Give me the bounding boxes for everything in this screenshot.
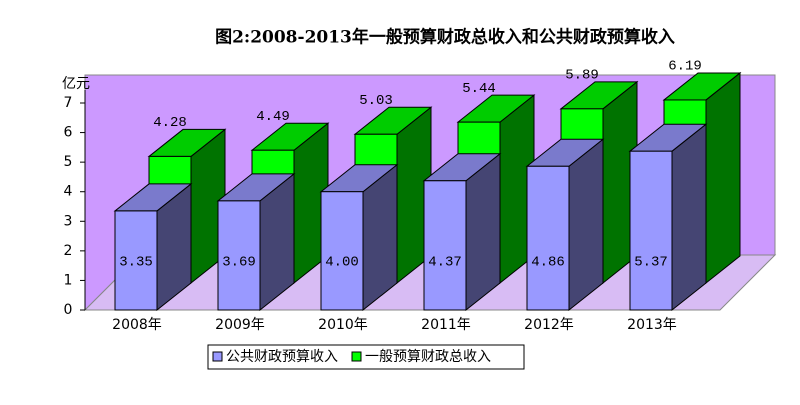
y-axis-label: 亿元 xyxy=(62,76,90,92)
data-label: 4.86 xyxy=(531,255,565,271)
data-label: 5.03 xyxy=(359,93,393,109)
legend xyxy=(207,344,525,370)
bar-side xyxy=(671,123,707,312)
y-tick-label: 7 xyxy=(64,95,73,111)
y-tick-label: 4 xyxy=(64,184,73,200)
y-tick-label: 1 xyxy=(64,272,73,288)
data-label: 4.00 xyxy=(325,255,359,271)
legend-label: 一般预算财政总收入 xyxy=(365,349,491,365)
data-label: 5.44 xyxy=(462,81,496,97)
bar-side xyxy=(705,71,741,285)
legend-label: 公共财政预算收入 xyxy=(226,349,338,365)
bar xyxy=(526,165,570,311)
data-label: 6.19 xyxy=(668,59,702,75)
bar xyxy=(114,210,158,311)
x-tick-label: 2009年 xyxy=(215,317,265,333)
x-tick-label: 2012年 xyxy=(524,317,574,333)
bar xyxy=(217,200,261,311)
data-label: 5.89 xyxy=(565,68,599,84)
x-tick-label: 2013年 xyxy=(627,317,677,333)
bar-side xyxy=(568,138,604,312)
data-label: 5.37 xyxy=(634,255,668,271)
data-label: 4.28 xyxy=(153,115,187,131)
bar xyxy=(320,191,364,311)
x-tick-label: 2008年 xyxy=(112,317,162,333)
y-tick-label: 6 xyxy=(64,125,73,141)
data-label: 3.69 xyxy=(222,255,256,271)
x-tick-label: 2010年 xyxy=(318,317,368,333)
bar xyxy=(629,150,673,311)
y-tick-label: 2 xyxy=(64,243,73,259)
y-tick-label: 3 xyxy=(64,213,73,229)
data-label: 3.35 xyxy=(119,255,153,271)
data-label: 4.49 xyxy=(256,109,290,125)
y-tick-label: 0 xyxy=(64,302,73,318)
chart-title: 图2:2008-2013年一般预算财政总收入和公共财政预算收入 xyxy=(215,27,675,48)
bar xyxy=(423,180,467,311)
legend-swatch xyxy=(212,351,223,362)
legend-swatch xyxy=(351,351,362,362)
data-label: 4.37 xyxy=(428,255,462,271)
x-tick-label: 2011年 xyxy=(421,317,471,333)
y-tick-label: 5 xyxy=(64,154,73,170)
